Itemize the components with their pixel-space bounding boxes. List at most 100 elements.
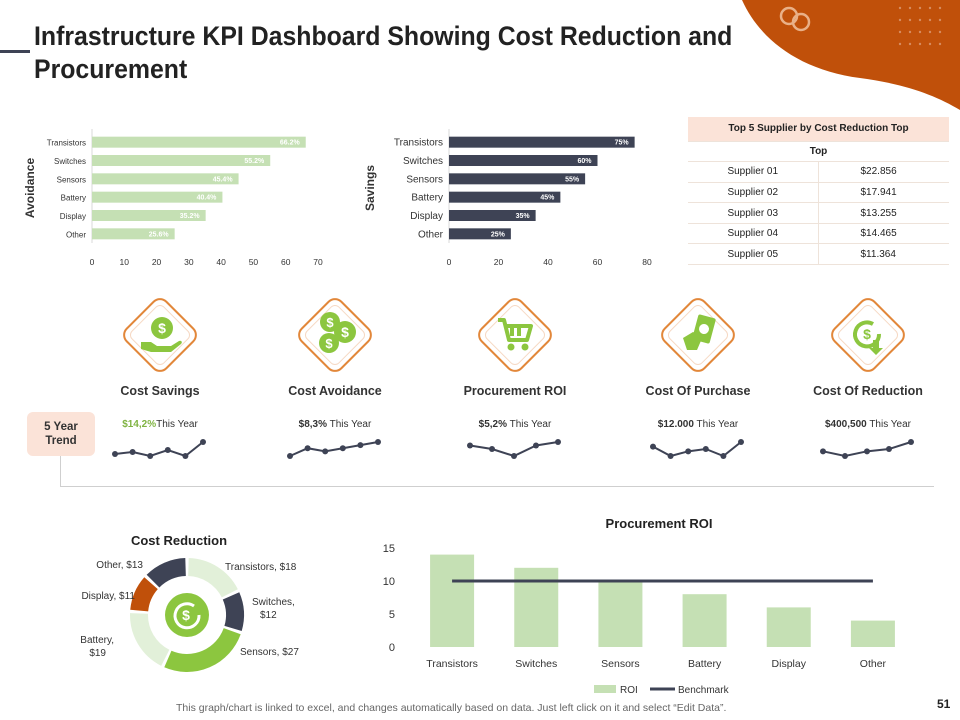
- slice-label: Battery, $19: [80, 635, 114, 659]
- tick-label: 0: [90, 257, 95, 265]
- svg-text:$: $: [325, 336, 333, 351]
- trend-sparkline: [467, 439, 561, 459]
- kpi-cost-of-reduction: $ Cost Of Reduction $400,500 This Year: [793, 290, 943, 460]
- slice-label: Sensors, $27: [240, 647, 299, 658]
- data-label: 40.4%: [197, 195, 218, 202]
- slice-label: Transistors, $18: [225, 562, 297, 573]
- bar: [850, 620, 895, 647]
- data-label: 25.6%: [149, 231, 170, 238]
- y-axis-label: Avoidance: [23, 158, 37, 219]
- trend-point: [489, 446, 495, 452]
- svg-text:$: $: [341, 324, 349, 340]
- tick-label: 40: [543, 257, 553, 265]
- trend-sparkline: [650, 439, 744, 459]
- bar: [449, 155, 598, 166]
- category-label: Transistors: [426, 658, 478, 670]
- category-label: Battery: [411, 193, 443, 204]
- category-label: Battery: [61, 194, 86, 203]
- trend-point: [720, 453, 727, 459]
- data-label: 55.2%: [244, 158, 265, 165]
- page-number: 51: [937, 697, 951, 711]
- tick-label: 20: [152, 257, 162, 265]
- kpi-icon-frame: $: [823, 290, 913, 380]
- trend-point: [304, 445, 311, 452]
- legend-label: ROI: [620, 685, 638, 696]
- trend-point: [842, 453, 848, 459]
- data-label: 66.2%: [280, 140, 301, 147]
- supplier-value: $11.364: [818, 243, 949, 266]
- trend-point: [511, 453, 517, 459]
- center-dollar-icon: [165, 593, 209, 637]
- trend-point: [129, 449, 136, 455]
- center-arrow-icon: [173, 602, 201, 630]
- category-label: Display: [60, 212, 86, 221]
- trend-divider-horizontal: [60, 486, 934, 487]
- page-title: Infrastructure KPI Dashboard Showing Cos…: [34, 21, 733, 84]
- cost-reduction-donut-chart: Cost Reduction Transistors, $18 Switches, $…: [80, 533, 299, 672]
- bar: [449, 210, 536, 221]
- tick-label: 5: [389, 609, 395, 621]
- trend-line: [652, 441, 742, 458]
- kpi-value: $8,3% This Year: [298, 419, 372, 430]
- kpi-procurement-roi: Procurement ROI $5,2% This Year: [440, 290, 590, 460]
- category-label: Sensors: [57, 175, 86, 184]
- supplier-table-subheader: Top: [688, 141, 949, 163]
- hand-dollar-icon: $: [141, 317, 182, 352]
- kpi-icon-frame: $ $ $: [290, 290, 380, 380]
- kpi-icon-frame: [470, 290, 560, 380]
- slice-label: Display, $11: [81, 591, 135, 602]
- trend-point: [667, 453, 674, 459]
- trend-point: [200, 439, 206, 445]
- tick-label: 40: [216, 257, 226, 265]
- tick-label: 30: [184, 257, 194, 265]
- kpi-value: $14,2%This Year: [122, 419, 198, 430]
- trend-point: [738, 439, 744, 445]
- chart-title: Cost Reduction: [131, 533, 227, 548]
- category-label: Transistors: [394, 138, 443, 149]
- donut-slice: [130, 577, 159, 612]
- trend-point: [339, 445, 346, 452]
- trend-point: [467, 442, 473, 449]
- tick-label: 15: [383, 543, 395, 555]
- svg-text:$: $: [158, 320, 166, 336]
- cash-icon: [683, 314, 716, 350]
- kpi-value: $5,2% This Year: [478, 419, 552, 430]
- y-axis-label: Savings: [363, 165, 377, 211]
- supplier-table-title: Top 5 Supplier by Cost Reduction Top: [688, 117, 949, 142]
- bar: [598, 581, 643, 647]
- tick-label: 60: [281, 257, 291, 265]
- tick-label: 0: [447, 257, 452, 265]
- data-label: 35.2%: [180, 213, 201, 220]
- supplier-table: Top 5 Supplier by Cost Reduction Top Top…: [688, 117, 949, 266]
- avoidance-bar-chart: Avoidance Transistors 66.2% Switches 55.2% Se…: [23, 129, 323, 265]
- bar: [682, 594, 727, 647]
- trend-point: [357, 442, 364, 449]
- tick-label: 0: [389, 642, 395, 654]
- category-label: Switches: [515, 658, 557, 670]
- bar: [766, 607, 811, 647]
- cart-icon: [498, 318, 533, 351]
- data-label: 60%: [577, 158, 592, 165]
- donut-slice: [164, 627, 241, 672]
- bar: [92, 173, 239, 185]
- kpi-cost-savings: $ Cost Savings $14,2%This Year: [85, 290, 235, 460]
- category-label: Battery: [688, 658, 722, 670]
- bar: [449, 136, 635, 148]
- tick-label: 60: [593, 257, 603, 265]
- slice-label: Switches, $12: [252, 597, 295, 621]
- trend-point: [164, 447, 171, 453]
- dollar-down-icon: $: [853, 320, 883, 355]
- category-label: Display: [772, 658, 807, 670]
- supplier-name: Supplier 02: [688, 182, 819, 204]
- category-label: Sensors: [601, 658, 640, 670]
- chart-title: Procurement ROI: [606, 516, 713, 531]
- table-row: Supplier 05 $11.364: [688, 243, 949, 266]
- tick-label: 70: [313, 257, 323, 265]
- title-accent-rule: [0, 50, 30, 53]
- trend-sparkline: [287, 439, 381, 459]
- supplier-value: $13.255: [818, 202, 949, 224]
- footnote: This graph/chart is linked to excel, and…: [176, 702, 727, 714]
- table-row: Supplier 02 $17.941: [688, 182, 949, 204]
- procurement-roi-chart: Procurement ROI 0 5 10 15 Transistors Switches…: [383, 516, 895, 696]
- trend-point: [182, 453, 189, 459]
